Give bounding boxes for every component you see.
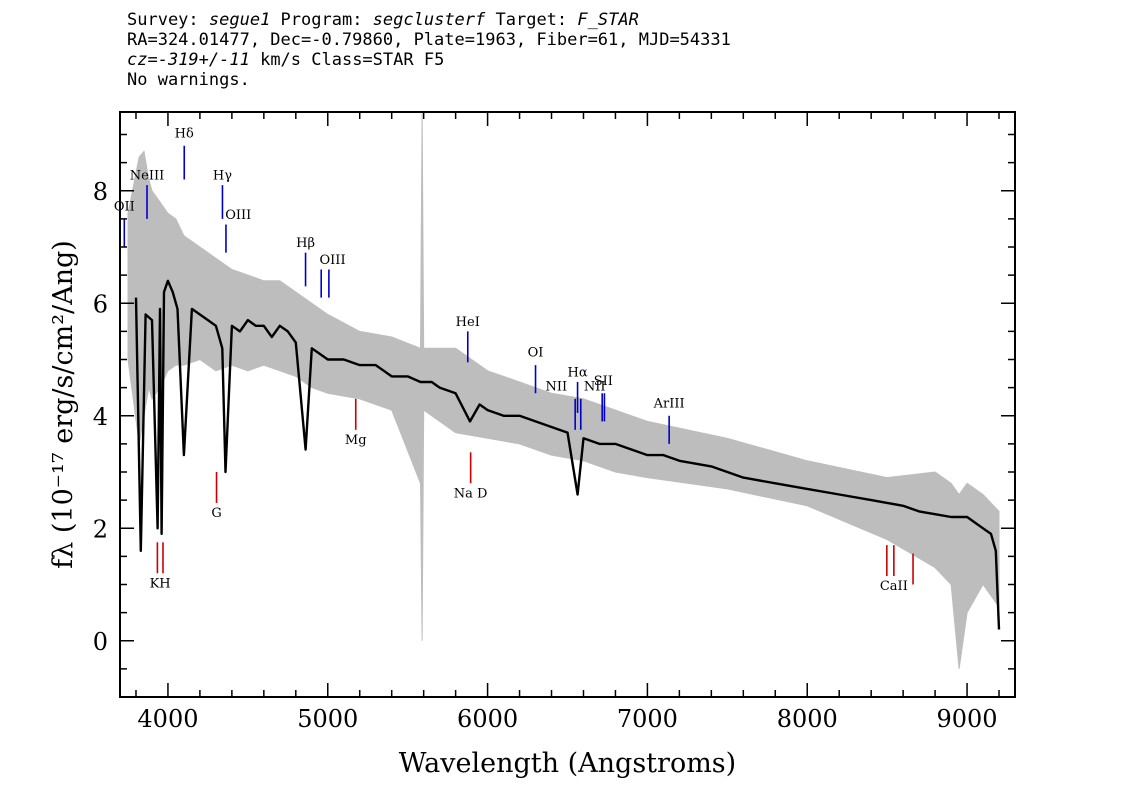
target-label: Target: — [485, 10, 578, 30]
emission-line-label: NeIII — [130, 169, 164, 184]
program-label: Program: — [270, 10, 373, 30]
emission-line-label: OII — [114, 199, 135, 214]
program-value: segclusterf — [372, 10, 486, 30]
header-line-survey: Survey: segue1 Program: segclusterf Targ… — [127, 10, 731, 30]
y-axis-title: fλ (10⁻¹⁷ erg/s/cm²/Ang) — [48, 240, 79, 569]
x-tick-label: 6000 — [457, 705, 518, 733]
emission-line-label: Hγ — [213, 169, 232, 184]
y-tick-label: 6 — [93, 290, 108, 318]
spectral-line-labels: OIINeIIIHδHγOIIIHβOIIIHeIOINIIHαNIISIIAr… — [114, 126, 908, 594]
spectral-line-markers — [123, 145, 914, 585]
emission-line-label: SII — [594, 374, 613, 389]
emission-line-label: OIII — [320, 253, 346, 268]
survey-value: segue1 — [208, 10, 271, 30]
x-tick-label: 9000 — [937, 705, 998, 733]
header-line-redshift: cz=-319+/-11 km/s Class=STAR F5 — [127, 50, 731, 70]
axis-ticks — [120, 112, 1015, 697]
plot-header: Survey: segue1 Program: segclusterf Targ… — [127, 10, 731, 90]
target-value: F_STAR — [577, 10, 639, 30]
emission-line-label: NII — [584, 379, 606, 394]
cz-label: cz= — [127, 50, 158, 70]
flux-line-layer — [134, 279, 1001, 630]
axis-tick-labels: 4000 5000 6000 7000 8000 9000 0 2 4 6 8 — [93, 178, 998, 733]
emission-line-label: OI — [528, 346, 544, 361]
emission-line-label: ArIII — [653, 396, 685, 411]
absorption-line-label: Na D — [454, 486, 488, 501]
emission-line-label: Hα — [568, 365, 588, 380]
y-tick-label: 2 — [93, 515, 108, 543]
y-tick-label: 4 — [93, 403, 108, 431]
y-tick-label: 8 — [93, 178, 108, 206]
absorption-line-label: Mg — [345, 433, 367, 448]
x-tick-label: 8000 — [777, 705, 838, 733]
survey-label: Survey: — [127, 10, 209, 30]
x-tick-label: 7000 — [617, 705, 678, 733]
emission-line-label: Hδ — [175, 126, 194, 141]
x-axis-title: Wavelength (Angstroms) — [399, 748, 736, 779]
cz-value: -319+/-11 — [157, 50, 250, 70]
absorption-line-label: KH — [150, 576, 171, 591]
emission-line-label: OIII — [225, 208, 251, 223]
absorption-line-label: G — [211, 506, 221, 521]
emission-line-label: Hβ — [296, 236, 315, 251]
plot-frame — [119, 111, 1016, 698]
flux-line — [134, 279, 1001, 630]
class-text: km/s Class=STAR F5 — [249, 50, 445, 70]
emission-line-label: NII — [545, 379, 567, 394]
absorption-line-label: CaII — [880, 579, 908, 594]
y-tick-label: 0 — [93, 628, 108, 656]
header-line-warnings: No warnings. — [127, 70, 250, 90]
x-tick-label: 5000 — [297, 705, 358, 733]
header-line-coordinates: RA=324.01477, Dec=-0.79860, Plate=1963, … — [127, 30, 731, 50]
emission-line-label: HeI — [456, 315, 480, 330]
x-tick-label: 4000 — [137, 705, 198, 733]
